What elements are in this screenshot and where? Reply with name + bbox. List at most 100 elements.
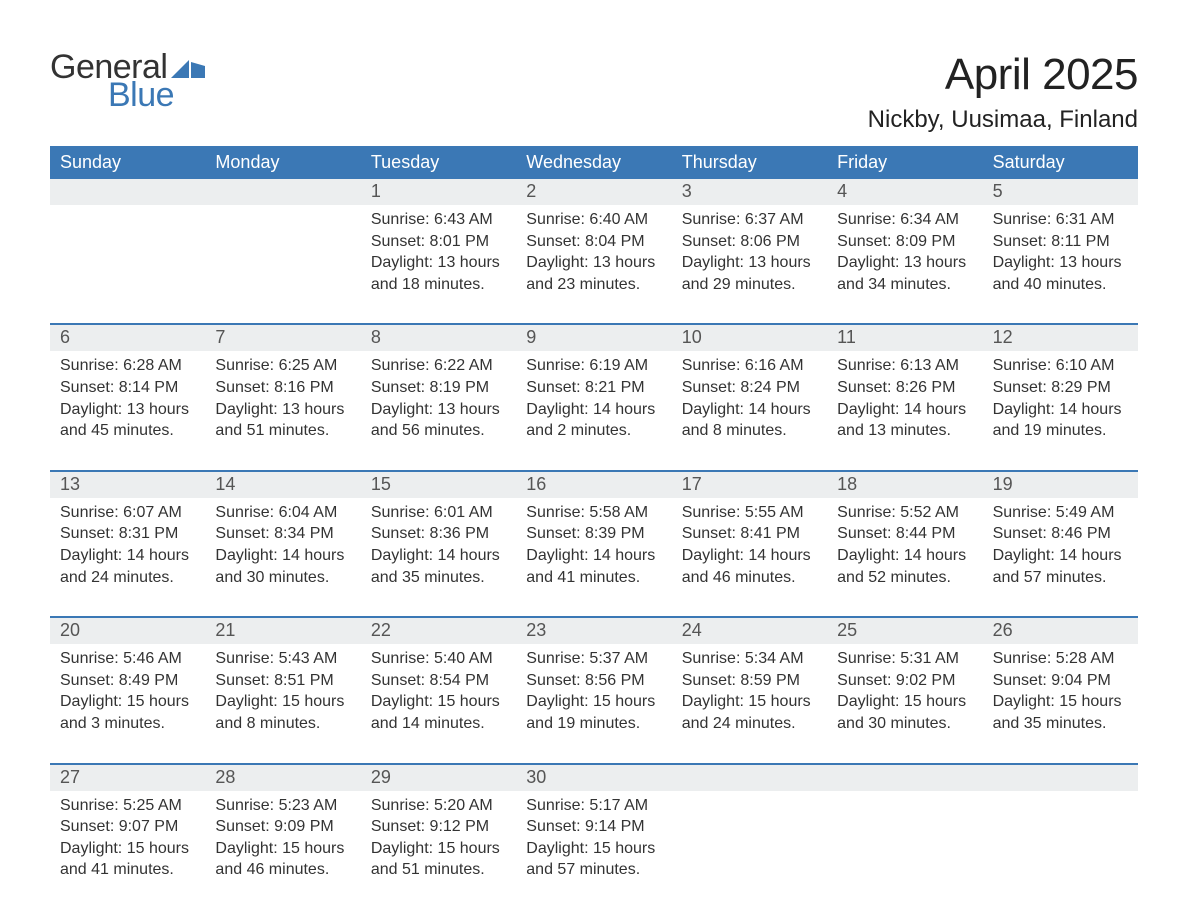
- daylight-line-1: Daylight: 13 hours: [371, 252, 506, 274]
- day-cell: Sunrise: 5:25 AMSunset: 9:07 PMDaylight:…: [50, 791, 205, 909]
- day-of-week-header-row: SundayMondayTuesdayWednesdayThursdayFrid…: [50, 146, 1138, 179]
- day-number: 17: [672, 472, 827, 498]
- daylight-line-1: Daylight: 13 hours: [60, 399, 195, 421]
- sunrise-line: Sunrise: 5:34 AM: [682, 648, 817, 670]
- day-cell: Sunrise: 6:13 AMSunset: 8:26 PMDaylight:…: [827, 351, 982, 469]
- daylight-line-2: and 35 minutes.: [371, 567, 506, 589]
- sunrise-line: Sunrise: 6:16 AM: [682, 355, 817, 377]
- daylight-line-1: Daylight: 15 hours: [526, 691, 661, 713]
- location-text: Nickby, Uusimaa, Finland: [868, 106, 1138, 134]
- weeks-container: 12345Sunrise: 6:43 AMSunset: 8:01 PMDayl…: [50, 179, 1138, 909]
- daylight-line-2: and 23 minutes.: [526, 274, 661, 296]
- day-cell: [672, 791, 827, 909]
- week-row: 27282930Sunrise: 5:25 AMSunset: 9:07 PMD…: [50, 763, 1138, 909]
- sunset-line: Sunset: 8:09 PM: [837, 231, 972, 253]
- day-number-strip: 6789101112: [50, 325, 1138, 351]
- daylight-line-1: Daylight: 15 hours: [682, 691, 817, 713]
- daylight-line-1: Daylight: 15 hours: [371, 691, 506, 713]
- daylight-line-1: Daylight: 13 hours: [993, 252, 1128, 274]
- month-title: April 2025: [868, 50, 1138, 100]
- daylight-line-2: and 41 minutes.: [60, 859, 195, 881]
- day-number: 12: [983, 325, 1138, 351]
- day-number: 18: [827, 472, 982, 498]
- day-of-week-header: Friday: [827, 146, 982, 179]
- day-cell: Sunrise: 6:37 AMSunset: 8:06 PMDaylight:…: [672, 205, 827, 323]
- day-number-strip: 20212223242526: [50, 618, 1138, 644]
- daylight-line-1: Daylight: 14 hours: [371, 545, 506, 567]
- day-body-strip: Sunrise: 6:07 AMSunset: 8:31 PMDaylight:…: [50, 498, 1138, 616]
- day-of-week-header: Thursday: [672, 146, 827, 179]
- logo: General Blue: [50, 50, 205, 112]
- daylight-line-2: and 19 minutes.: [993, 420, 1128, 442]
- daylight-line-2: and 45 minutes.: [60, 420, 195, 442]
- sunrise-line: Sunrise: 5:49 AM: [993, 502, 1128, 524]
- sunset-line: Sunset: 8:19 PM: [371, 377, 506, 399]
- daylight-line-1: Daylight: 14 hours: [993, 399, 1128, 421]
- day-cell: [205, 205, 360, 323]
- sunset-line: Sunset: 8:06 PM: [682, 231, 817, 253]
- sunrise-line: Sunrise: 6:07 AM: [60, 502, 195, 524]
- sunrise-line: Sunrise: 5:40 AM: [371, 648, 506, 670]
- sunrise-line: Sunrise: 6:13 AM: [837, 355, 972, 377]
- day-number: [983, 765, 1138, 791]
- daylight-line-2: and 18 minutes.: [371, 274, 506, 296]
- day-number: 25: [827, 618, 982, 644]
- day-cell: Sunrise: 5:43 AMSunset: 8:51 PMDaylight:…: [205, 644, 360, 762]
- daylight-line-2: and 14 minutes.: [371, 713, 506, 735]
- daylight-line-1: Daylight: 15 hours: [526, 838, 661, 860]
- day-number: 24: [672, 618, 827, 644]
- sunset-line: Sunset: 9:12 PM: [371, 816, 506, 838]
- title-block: April 2025 Nickby, Uusimaa, Finland: [868, 50, 1138, 134]
- sunset-line: Sunset: 8:31 PM: [60, 523, 195, 545]
- day-number: 14: [205, 472, 360, 498]
- day-number-strip: 27282930: [50, 765, 1138, 791]
- day-number: 6: [50, 325, 205, 351]
- sunrise-line: Sunrise: 5:28 AM: [993, 648, 1128, 670]
- day-number: 7: [205, 325, 360, 351]
- day-cell: Sunrise: 6:25 AMSunset: 8:16 PMDaylight:…: [205, 351, 360, 469]
- day-number: 26: [983, 618, 1138, 644]
- sunset-line: Sunset: 8:11 PM: [993, 231, 1128, 253]
- daylight-line-2: and 46 minutes.: [682, 567, 817, 589]
- day-number: 21: [205, 618, 360, 644]
- sunrise-line: Sunrise: 6:01 AM: [371, 502, 506, 524]
- day-cell: Sunrise: 6:28 AMSunset: 8:14 PMDaylight:…: [50, 351, 205, 469]
- daylight-line-2: and 30 minutes.: [215, 567, 350, 589]
- day-cell: Sunrise: 6:31 AMSunset: 8:11 PMDaylight:…: [983, 205, 1138, 323]
- day-cell: Sunrise: 6:16 AMSunset: 8:24 PMDaylight:…: [672, 351, 827, 469]
- day-number: 23: [516, 618, 671, 644]
- daylight-line-1: Daylight: 14 hours: [526, 545, 661, 567]
- day-number: 10: [672, 325, 827, 351]
- sunrise-line: Sunrise: 5:58 AM: [526, 502, 661, 524]
- sunset-line: Sunset: 9:07 PM: [60, 816, 195, 838]
- daylight-line-2: and 24 minutes.: [682, 713, 817, 735]
- sunset-line: Sunset: 8:39 PM: [526, 523, 661, 545]
- daylight-line-1: Daylight: 13 hours: [837, 252, 972, 274]
- daylight-line-1: Daylight: 14 hours: [682, 399, 817, 421]
- daylight-line-1: Daylight: 14 hours: [682, 545, 817, 567]
- sunset-line: Sunset: 8:14 PM: [60, 377, 195, 399]
- day-number: 30: [516, 765, 671, 791]
- day-cell: Sunrise: 5:40 AMSunset: 8:54 PMDaylight:…: [361, 644, 516, 762]
- day-cell: [983, 791, 1138, 909]
- day-number: 11: [827, 325, 982, 351]
- daylight-line-2: and 8 minutes.: [215, 713, 350, 735]
- sunrise-line: Sunrise: 5:43 AM: [215, 648, 350, 670]
- day-number: 9: [516, 325, 671, 351]
- day-cell: Sunrise: 5:37 AMSunset: 8:56 PMDaylight:…: [516, 644, 671, 762]
- sunrise-line: Sunrise: 5:55 AM: [682, 502, 817, 524]
- sunset-line: Sunset: 9:04 PM: [993, 670, 1128, 692]
- sunset-line: Sunset: 8:54 PM: [371, 670, 506, 692]
- day-cell: Sunrise: 5:58 AMSunset: 8:39 PMDaylight:…: [516, 498, 671, 616]
- daylight-line-2: and 34 minutes.: [837, 274, 972, 296]
- daylight-line-1: Daylight: 14 hours: [837, 399, 972, 421]
- sunset-line: Sunset: 8:59 PM: [682, 670, 817, 692]
- day-of-week-header: Wednesday: [516, 146, 671, 179]
- daylight-line-1: Daylight: 14 hours: [60, 545, 195, 567]
- sunset-line: Sunset: 8:51 PM: [215, 670, 350, 692]
- sunrise-line: Sunrise: 6:40 AM: [526, 209, 661, 231]
- sunset-line: Sunset: 8:41 PM: [682, 523, 817, 545]
- sunrise-line: Sunrise: 5:31 AM: [837, 648, 972, 670]
- day-number: 29: [361, 765, 516, 791]
- page-header: General Blue April 2025 Nickby, Uusimaa,…: [50, 50, 1138, 134]
